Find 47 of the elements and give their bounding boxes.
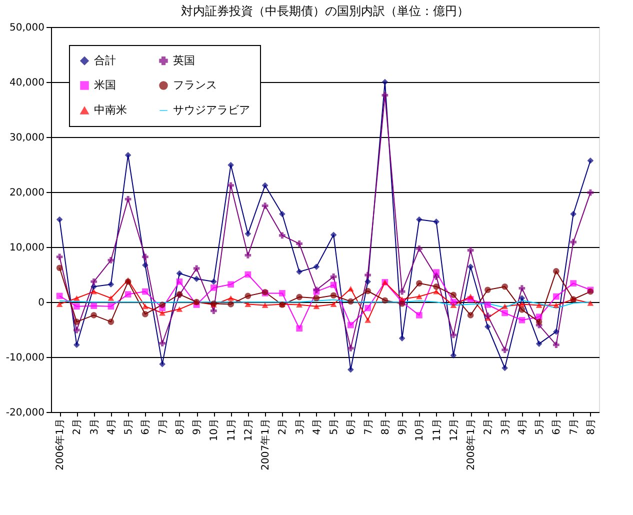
x-tick-label: 12月: [243, 418, 254, 442]
x-tick-label: 2月: [483, 418, 494, 435]
legend-label: 中南米: [94, 104, 127, 116]
x-tick-label: 5月: [534, 418, 546, 435]
x-tick-label: 6月: [346, 418, 358, 435]
x-tick-label: 3月: [500, 418, 512, 435]
x-tick-label: 3月: [294, 418, 306, 435]
x-tick-label: 7月: [158, 418, 169, 435]
y-tick-label: 30,000: [10, 132, 44, 144]
x-tick-label: 8月: [586, 418, 597, 435]
legend-label: 合計: [94, 54, 116, 67]
legend-label: 米国: [94, 78, 116, 92]
y-tick-label: 40,000: [10, 78, 44, 88]
x-tick-label: 11月: [226, 418, 238, 442]
chart-title: 対内証券投資（中長期債）の国別内訳（単位：億円）: [181, 4, 469, 18]
x-tick-label: 4月: [106, 418, 118, 435]
x-tick-label: 6月: [140, 418, 152, 435]
x-tick-label: 10月: [414, 418, 426, 442]
x-tick-label: 5月: [124, 418, 135, 435]
y-tick-label: 20,000: [10, 188, 44, 198]
x-tick-label: 2007年1月: [260, 418, 272, 470]
legend-label: 英国: [173, 54, 195, 67]
x-tick-label: 9月: [398, 418, 409, 435]
y-tick-label: 0: [38, 298, 44, 308]
x-tick-label: 12月: [448, 418, 460, 442]
x-tick-label: 2月: [278, 418, 289, 435]
legend-label: フランス: [173, 78, 217, 92]
x-tick-label: 10月: [209, 418, 220, 442]
x-tick-label: 9月: [192, 418, 204, 435]
y-tick-label: 50,000: [10, 22, 44, 34]
legend-label: サウジアラビア: [173, 104, 250, 116]
x-tick-label: 7月: [363, 418, 374, 435]
y-tick-label: -10,000: [6, 352, 44, 364]
x-tick-label: 4月: [517, 418, 528, 435]
x-tick-label: 4月: [312, 418, 323, 435]
y-tick-label: 10,000: [10, 242, 44, 254]
x-tick-label: 8月: [174, 418, 186, 435]
x-tick-label: 11月: [432, 418, 443, 442]
x-tick-label: 7月: [568, 418, 580, 435]
x-tick-label: 8月: [380, 418, 392, 435]
x-tick-label: 2008年1月: [465, 418, 478, 470]
x-tick-label: 5月: [329, 418, 340, 435]
x-tick-label: 2006年1月: [54, 418, 66, 470]
y-tick-label: -20,000: [6, 408, 44, 418]
x-tick-label: 3月: [89, 418, 100, 435]
x-tick-label: 6月: [552, 418, 563, 435]
x-tick-label: 2月: [72, 418, 84, 435]
